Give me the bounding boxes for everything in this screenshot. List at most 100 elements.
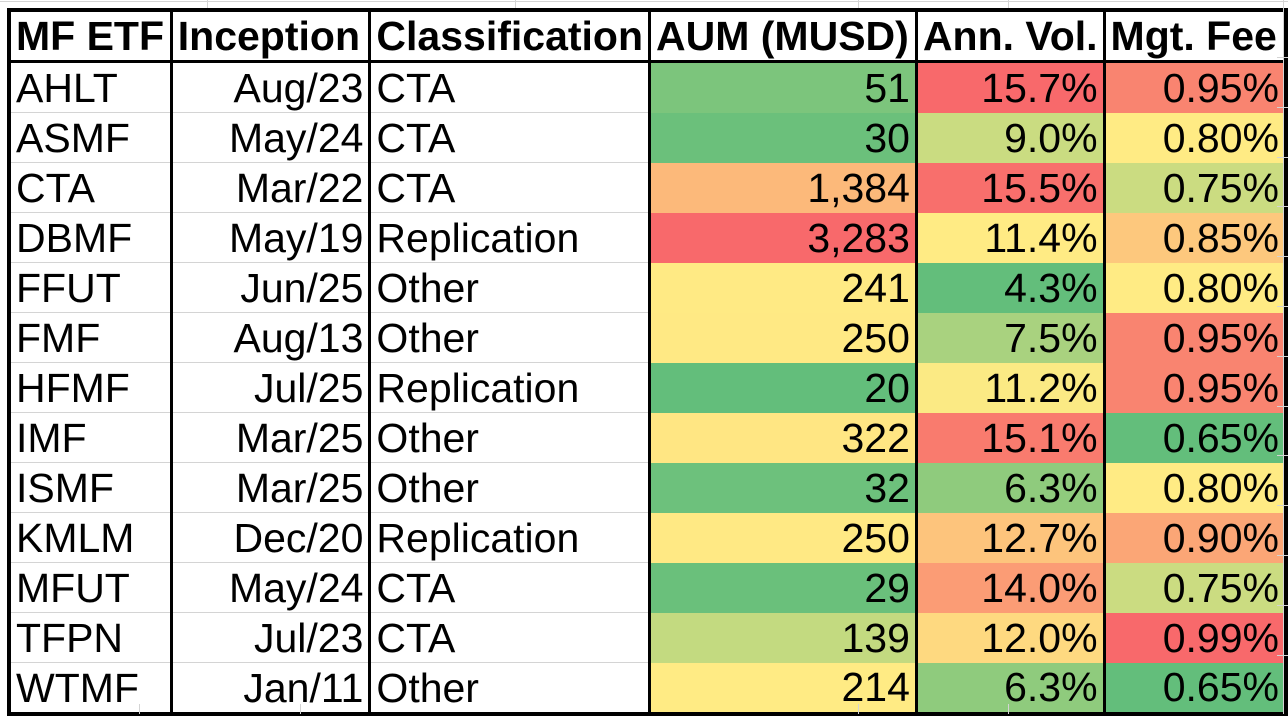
cell-vol[interactable]: 4.3% [914, 262, 1105, 313]
cell-vol[interactable]: 6.3% [914, 462, 1105, 513]
table-row-ahlt: AHLT Aug/23 CTA 51 15.7% 0.95% [9, 61, 1286, 113]
column-header-vol[interactable]: Ann. Vol. [914, 10, 1105, 63]
cell-ticker[interactable]: HFMF [9, 362, 172, 413]
cell-fee[interactable]: 0.95% [1102, 61, 1286, 113]
cell-ticker[interactable]: CTA [9, 162, 172, 213]
cell-classification[interactable]: Replication [368, 212, 650, 263]
cell-aum[interactable]: 29 [648, 562, 917, 613]
cell-vol[interactable]: 15.1% [914, 412, 1105, 463]
column-header-fee[interactable]: Mgt. Fee [1102, 10, 1286, 63]
cell-aum[interactable]: 51 [648, 61, 917, 113]
table-row-dbmf: DBMF May/19 Replication 3,283 11.4% 0.85% [9, 212, 1286, 263]
cell-aum[interactable]: 250 [648, 312, 917, 363]
column-header-inception[interactable]: Inception [169, 10, 370, 63]
cell-vol[interactable]: 12.7% [914, 512, 1105, 563]
gridline-stub-right [1277, 306, 1288, 307]
column-header-ticker[interactable]: MF ETF [9, 10, 172, 63]
cell-vol[interactable]: 15.7% [914, 61, 1105, 113]
cell-vol[interactable]: 15.5% [914, 162, 1105, 213]
cell-vol[interactable]: 7.5% [914, 312, 1105, 363]
cell-aum[interactable]: 214 [648, 662, 917, 714]
cell-aum[interactable]: 1,384 [648, 162, 917, 213]
cell-fee[interactable]: 0.80% [1102, 462, 1286, 513]
cell-inception[interactable]: May/24 [169, 562, 370, 613]
gridline-stub-right [1277, 655, 1288, 656]
cell-aum[interactable]: 241 [648, 262, 917, 313]
cell-ticker[interactable]: ASMF [9, 112, 172, 163]
cell-vol[interactable]: 12.0% [914, 612, 1105, 663]
cell-vol[interactable]: 11.4% [914, 212, 1105, 263]
cell-aum[interactable]: 30 [648, 112, 917, 163]
gridline-stub-right [1277, 406, 1288, 407]
cell-aum[interactable]: 20 [648, 362, 917, 413]
cell-fee[interactable]: 0.95% [1102, 362, 1286, 413]
cell-fee[interactable]: 0.99% [1102, 612, 1286, 663]
cell-classification[interactable]: Replication [368, 362, 650, 413]
gridline-stub-right [1277, 455, 1288, 456]
cell-classification[interactable]: Other [368, 462, 650, 513]
table-row-mfut: MFUT May/24 CTA 29 14.0% 0.75% [9, 562, 1286, 613]
gridline-stub-top [1008, 0, 1009, 8]
cell-fee[interactable]: 0.80% [1102, 112, 1286, 163]
cell-inception[interactable]: Aug/23 [169, 61, 370, 113]
cell-aum[interactable]: 139 [648, 612, 917, 663]
cell-fee[interactable]: 0.65% [1102, 662, 1286, 714]
cell-fee[interactable]: 0.65% [1102, 412, 1286, 463]
cell-fee[interactable]: 0.80% [1102, 262, 1286, 313]
cell-inception[interactable]: May/19 [169, 212, 370, 263]
gridline-stub-right [1277, 206, 1288, 207]
table-row-cta: CTA Mar/22 CTA 1,384 15.5% 0.75% [9, 162, 1286, 213]
cell-classification[interactable]: CTA [368, 612, 650, 663]
cell-fee[interactable]: 0.75% [1102, 162, 1286, 213]
cell-ticker[interactable]: WTMF [9, 662, 172, 714]
cell-ticker[interactable]: FMF [9, 312, 172, 363]
cell-inception[interactable]: Mar/25 [169, 412, 370, 463]
cell-ticker[interactable]: AHLT [9, 61, 172, 113]
cell-classification[interactable]: CTA [368, 562, 650, 613]
cell-fee[interactable]: 0.95% [1102, 312, 1286, 363]
cell-ticker[interactable]: FFUT [9, 262, 172, 313]
cell-inception[interactable]: Jan/11 [169, 662, 370, 714]
cell-ticker[interactable]: MFUT [9, 562, 172, 613]
cell-aum[interactable]: 322 [648, 412, 917, 463]
cell-ticker[interactable]: ISMF [9, 462, 172, 513]
gridline-stub-right [1277, 605, 1288, 606]
gridline-stub-top [515, 0, 516, 8]
cell-ticker[interactable]: TFPN [9, 612, 172, 663]
cell-inception[interactable]: Mar/22 [169, 162, 370, 213]
cell-ticker[interactable]: DBMF [9, 212, 172, 263]
cell-fee[interactable]: 0.85% [1102, 212, 1286, 263]
cell-inception[interactable]: Dec/20 [169, 512, 370, 563]
cell-classification[interactable]: Other [368, 412, 650, 463]
cell-vol[interactable]: 9.0% [914, 112, 1105, 163]
cell-inception[interactable]: Jul/23 [169, 612, 370, 663]
cell-classification[interactable]: Other [368, 312, 650, 363]
cell-inception[interactable]: Mar/25 [169, 462, 370, 513]
cell-classification[interactable]: CTA [368, 112, 650, 163]
cell-inception[interactable]: Jun/25 [169, 262, 370, 313]
cell-fee[interactable]: 0.90% [1102, 512, 1286, 563]
cell-fee[interactable]: 0.75% [1102, 562, 1286, 613]
cell-inception[interactable]: Aug/13 [169, 312, 370, 363]
cell-inception[interactable]: May/24 [169, 112, 370, 163]
cell-classification[interactable]: CTA [368, 162, 650, 213]
table-row-tfpn: TFPN Jul/23 CTA 139 12.0% 0.99% [9, 612, 1286, 663]
cell-inception[interactable]: Jul/25 [169, 362, 370, 413]
gridline-stub-right [1277, 555, 1288, 556]
cell-classification[interactable]: CTA [368, 61, 650, 113]
column-header-aum[interactable]: AUM (MUSD) [648, 10, 917, 63]
column-header-classification[interactable]: Classification [368, 10, 650, 63]
cell-ticker[interactable]: IMF [9, 412, 172, 463]
cell-classification[interactable]: Replication [368, 512, 650, 563]
cell-classification[interactable]: Other [368, 662, 650, 714]
cell-vol[interactable]: 14.0% [914, 562, 1105, 613]
cell-aum[interactable]: 3,283 [648, 212, 917, 263]
cell-vol[interactable]: 11.2% [914, 362, 1105, 413]
cell-ticker[interactable]: KMLM [9, 512, 172, 563]
cell-aum[interactable]: 32 [648, 462, 917, 513]
gridline-top [0, 1, 1288, 2]
cell-classification[interactable]: Other [368, 262, 650, 313]
cell-vol[interactable]: 6.3% [914, 662, 1105, 714]
gridline-stub-right [1277, 356, 1288, 357]
cell-aum[interactable]: 250 [648, 512, 917, 563]
